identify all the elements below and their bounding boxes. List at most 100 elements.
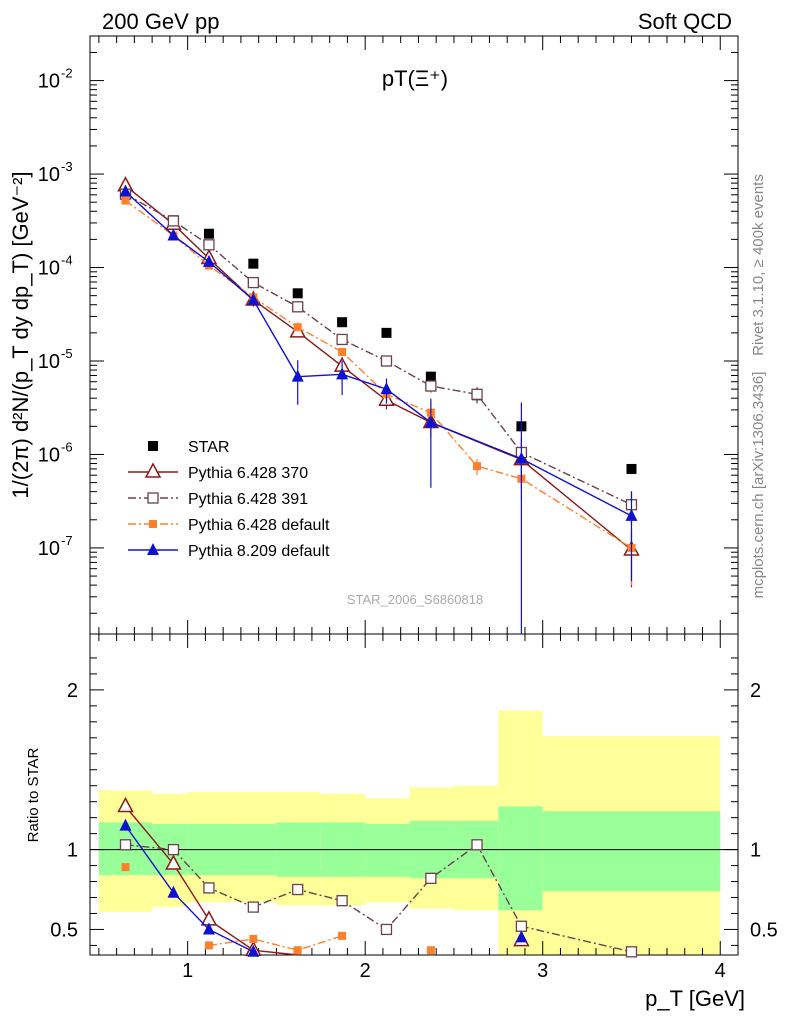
header-left: 200 GeV pp: [102, 9, 219, 34]
point-star: [203, 228, 214, 239]
x-tick-label: 3: [537, 960, 548, 982]
point-pythia-8-209-default: [380, 382, 393, 395]
ratio-point-pythia-6-428-391: [425, 872, 437, 884]
ratio-point-pythia-6-428-391: [625, 946, 638, 958]
y-axis-label-ratio: Ratio to STAR: [25, 747, 42, 842]
point-pythia-6-428-default: [293, 323, 302, 332]
ratio-y-tick-label-right: 2: [750, 680, 761, 702]
legend-marker: [149, 520, 157, 528]
ratio-point-pythia-6-428-391: [336, 895, 348, 907]
point-pythia-8-209-default: [202, 254, 215, 267]
band-inner-9: [498, 806, 543, 911]
point-pythia-8-209-default: [625, 508, 638, 521]
chart-title: pT(Ξ⁺): [382, 66, 448, 91]
ratio-point-pythia-6-428-default: [121, 863, 130, 872]
mcplots-label: mcplots.cern.ch [arXiv:1306.3436]: [750, 372, 767, 599]
point-pythia-6-428-391: [167, 215, 180, 227]
point-pythia-6-428-391: [203, 239, 215, 251]
y-axis-label-main: 1/(2π) d²N/(p_T dy dp_T) [GeV⁻²]: [8, 171, 33, 498]
line-pythia-6-428-default: [125, 200, 632, 549]
ratio-point-pythia-6-428-391: [247, 901, 259, 913]
legend-marker: [144, 462, 162, 478]
x-axis-label: p_T [GeV]: [645, 986, 745, 1011]
legend-marker: [148, 441, 158, 451]
ratio-point-pythia-8-209-default: [247, 944, 260, 957]
point-pythia-8-209-default: [119, 184, 132, 197]
ratio-point-pythia-6-428-default: [338, 931, 347, 940]
ratio-point-pythia-6-428-391: [119, 839, 132, 851]
y-tick-label: 10: [38, 538, 60, 560]
ratio-point-pythia-6-428-391: [203, 882, 215, 894]
ratio-point-pythia-6-428-370: [165, 854, 182, 870]
ratio-point-pythia-6-428-default: [426, 946, 435, 955]
ratio-y-tick-label: 2: [67, 680, 78, 702]
ratio-point-pythia-8-209-default: [515, 930, 528, 943]
ratio-point-pythia-8-209-default: [202, 922, 215, 935]
ratio-point-pythia-8-209-default: [119, 818, 132, 831]
ratio-y-tick-label: 0.5: [50, 919, 78, 941]
point-pythia-6-428-default: [338, 347, 347, 356]
ratio-point-pythia-6-428-391: [380, 923, 393, 936]
ratio-y-tick-label-right: 0.5: [750, 919, 778, 941]
analysis-tag: STAR_2006_S6860818: [347, 592, 483, 607]
y-tick-label: 10: [38, 351, 60, 373]
point-pythia-8-209-default: [167, 228, 180, 241]
ratio-y-tick-label: 1: [67, 840, 78, 862]
y-tick-exponent: -5: [61, 346, 73, 361]
ratio-point-pythia-6-428-370: [117, 796, 134, 813]
point-star: [337, 317, 348, 328]
ratio-line-pythia-8-209-default: [124, 825, 254, 953]
band-inner-6: [365, 824, 410, 877]
point-pythia-8-209-default: [515, 451, 528, 464]
ratio-point-pythia-6-428-391: [167, 843, 180, 856]
header-right: Soft QCD: [638, 9, 732, 34]
point-star: [425, 371, 436, 382]
legend-marker: [147, 492, 159, 504]
legend-label: Pythia 6.428 391: [188, 491, 308, 508]
point-pythia-6-428-391: [380, 355, 393, 367]
ratio-point-pythia-8-209-default: [167, 885, 180, 898]
ratio-point-pythia-6-428-391: [471, 839, 483, 851]
y-tick-label: 10: [38, 444, 60, 466]
band-inner-10: [542, 811, 721, 892]
point-pythia-6-428-391: [336, 333, 348, 346]
ratio-point-pythia-6-428-391: [515, 920, 528, 932]
y-tick-label: 10: [38, 258, 60, 280]
y-tick-label: 10: [38, 164, 60, 186]
y-tick-exponent: -2: [61, 66, 73, 81]
point-pythia-6-428-391: [247, 276, 259, 289]
legend-label: Pythia 6.428 370: [188, 465, 308, 482]
legend-marker: [147, 543, 159, 555]
line-pythia-6-428-391: [125, 193, 632, 506]
rivet-label: Rivet 3.1.10, ≥ 400k events: [750, 174, 767, 356]
point-pythia-6-428-default: [121, 196, 130, 205]
point-pythia-6-428-391: [292, 301, 304, 313]
line-pythia-8-209-default: [125, 191, 632, 517]
y-tick-exponent: -6: [61, 439, 73, 454]
point-pythia-8-209-default: [424, 415, 437, 428]
x-tick-label: 2: [360, 960, 371, 982]
y-tick-exponent: -3: [61, 159, 73, 174]
point-pythia-8-209-default: [291, 369, 304, 382]
point-pythia-6-428-391: [425, 380, 437, 392]
ratio-line-pythia-6-428-default: [208, 935, 343, 951]
axes: 1 2 3 410-710-610-510-410-310 -20.5 0.51 12 2: [38, 35, 778, 982]
y-tick-exponent: -7: [61, 533, 73, 548]
point-star: [248, 258, 259, 269]
ratio-point-pythia-6-428-default: [293, 946, 302, 955]
ratio-point-pythia-6-428-default: [204, 941, 213, 950]
series-marks: [117, 176, 640, 958]
ratio-plot-frame: [89, 633, 739, 956]
y-tick-label: 10: [38, 71, 60, 93]
y-tick-exponent: -4: [61, 253, 73, 268]
point-pythia-8-209-default: [247, 292, 260, 305]
point-star: [292, 288, 303, 299]
legend-label: Pythia 6.428 default: [188, 517, 330, 534]
legend-label: Pythia 8.209 default: [188, 543, 330, 560]
ratio-y-tick-label-right: 1: [750, 840, 761, 862]
ratio-point-pythia-6-428-391: [292, 883, 304, 896]
point-pythia-8-209-default: [336, 367, 349, 380]
legend: STAR Pythia 6.428 370 Pythia 6.428 391 Pyth…: [128, 439, 330, 560]
point-pythia-6-428-391: [471, 388, 483, 400]
